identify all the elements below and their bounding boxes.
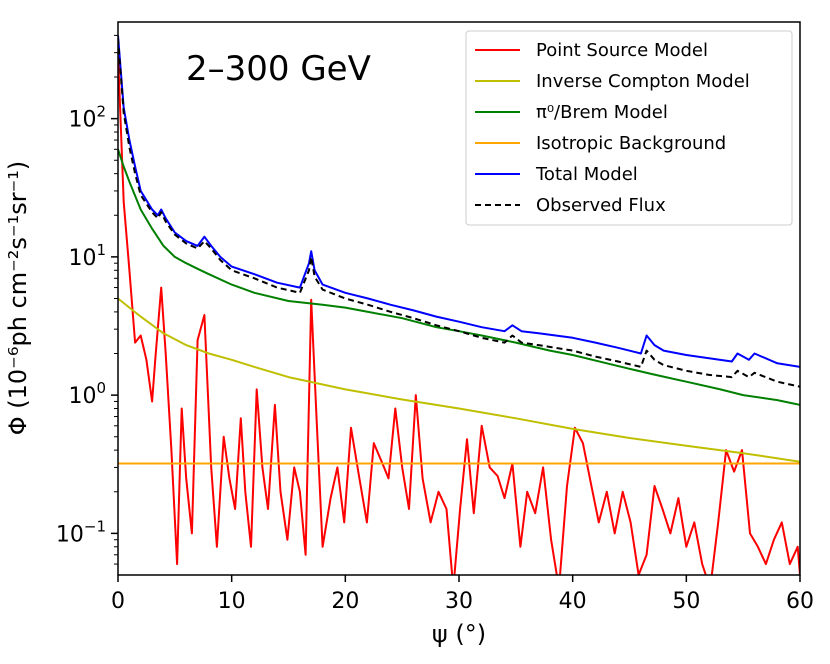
legend-label-5: Observed Flux (536, 195, 666, 216)
x-tick-label: 50 (672, 589, 700, 614)
y-tick-label: 100 (68, 379, 106, 409)
series-line-4 (118, 35, 800, 368)
y-tick-label: 101 (68, 241, 106, 271)
y-axis-title: Φ (10⁻⁶ph cm⁻²s⁻¹sr⁻¹) (4, 161, 32, 435)
series-line-1 (118, 297, 800, 463)
legend-label-3: Isotropic Background (536, 133, 726, 154)
legend-label-2: π⁰/Brem Model (536, 102, 668, 123)
legend-label-0: Point Source Model (536, 40, 708, 61)
x-tick-label: 0 (111, 589, 125, 614)
legend-label-1: Inverse Compton Model (536, 71, 750, 92)
series-line-0 (118, 52, 800, 575)
series-line-5 (118, 38, 800, 388)
legend-label-4: Total Model (535, 164, 638, 185)
x-tick-label: 20 (331, 589, 359, 614)
legend: Point Source Model Inverse Compton Model π… (465, 30, 793, 226)
x-tick-label: 40 (559, 589, 587, 614)
x-tick-label: 30 (445, 589, 473, 614)
series-line-2 (118, 148, 800, 406)
x-tick-label: 10 (218, 589, 246, 614)
y-tick-label: 10−1 (56, 517, 106, 547)
energy-range-annotation: 2–300 GeV (186, 49, 371, 89)
y-tick-label: 102 (68, 103, 106, 133)
axis-layer: 0 10 20 30 40 50 60 10−1 100 101 102 (56, 34, 814, 614)
x-tick-label: 60 (786, 589, 814, 614)
legend-box (465, 30, 793, 226)
series-layer (118, 35, 800, 575)
x-axis-title: ψ (°) (432, 620, 486, 648)
